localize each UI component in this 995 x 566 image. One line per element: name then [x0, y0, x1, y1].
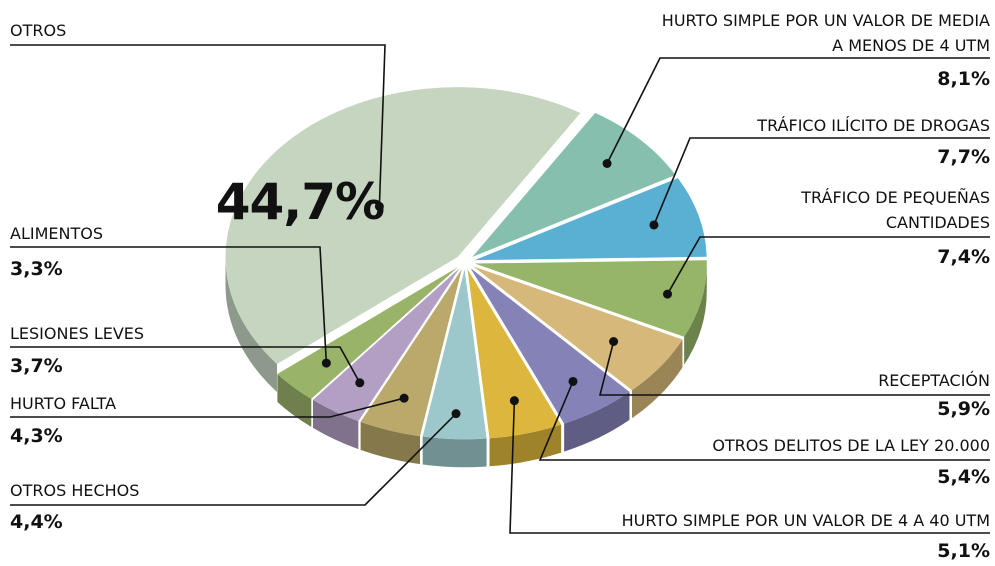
slice-side [564, 391, 630, 452]
category-label: TRÁFICO ILÍCITO DE DROGAS [757, 116, 990, 135]
category-label: ALIMENTOS [10, 224, 103, 243]
slice [474, 260, 707, 337]
value-label: 3,7% [10, 355, 63, 377]
leader-line [509, 400, 990, 534]
leader-dot [399, 393, 409, 403]
slice [473, 266, 683, 391]
category-label: HURTO SIMPLE POR UN VALOR DE MEDIA A MEN… [661, 11, 990, 55]
slice [277, 267, 458, 399]
leader-dot [451, 409, 461, 419]
slice-side [489, 424, 562, 467]
slice [225, 87, 581, 364]
category-label: RECEPTACIÓN [878, 371, 990, 390]
category-label: OTROS HECHOS [10, 481, 140, 500]
leader-line [10, 413, 457, 506]
leader-dot [509, 396, 519, 406]
leader-dot [374, 201, 384, 211]
value-label: 5,1% [937, 540, 990, 562]
slice-side [684, 263, 707, 365]
category-label: HURTO SIMPLE POR UN VALOR DE 4 A 40 UTM [621, 511, 990, 530]
value-label: 44,7% [215, 172, 385, 231]
slice-side [360, 421, 421, 465]
value-label: 7,4% [937, 246, 990, 268]
leader-line [606, 57, 990, 164]
slice-side [277, 373, 312, 427]
slice-side [312, 399, 359, 450]
leader-dot [321, 358, 331, 368]
category-label: OTROS DELITOS DE LA LEY 20.000 [712, 436, 990, 455]
leader-dot [355, 378, 365, 388]
slice-side [632, 339, 683, 419]
slice-side [225, 257, 278, 392]
slice [470, 268, 630, 424]
category-label: HURTO FALTA [10, 394, 117, 413]
slice [360, 268, 462, 437]
category-label: OTROS [10, 21, 67, 40]
slice [467, 269, 562, 439]
value-label: 4,3% [10, 425, 63, 447]
value-label: 5,9% [937, 398, 990, 420]
leader-line [10, 346, 361, 384]
value-label: 3,3% [10, 258, 63, 280]
leader-line [653, 137, 990, 226]
slice [422, 269, 487, 440]
leader-dot [649, 220, 659, 230]
leader-line [666, 236, 990, 295]
leader-line [10, 397, 405, 418]
leader-line [10, 44, 386, 207]
value-label: 4,4% [10, 511, 63, 533]
slice [474, 178, 707, 261]
leader-dot [609, 336, 619, 346]
slice [312, 268, 460, 422]
category-label: LESIONES LEVES [10, 324, 145, 343]
category-label: TRÁFICO DE PEQUEÑAS CANTIDADES [801, 188, 990, 232]
leader-dot [602, 159, 612, 169]
slice-side [422, 436, 487, 468]
slice [472, 112, 676, 257]
value-label: 7,7% [937, 146, 990, 168]
value-label: 8,1% [937, 68, 990, 90]
leader-line [10, 246, 328, 364]
leader-dot [663, 289, 673, 299]
value-label: 5,4% [937, 466, 990, 488]
leader-line [598, 341, 990, 396]
leader-line [538, 381, 990, 461]
leader-dot [568, 376, 578, 386]
